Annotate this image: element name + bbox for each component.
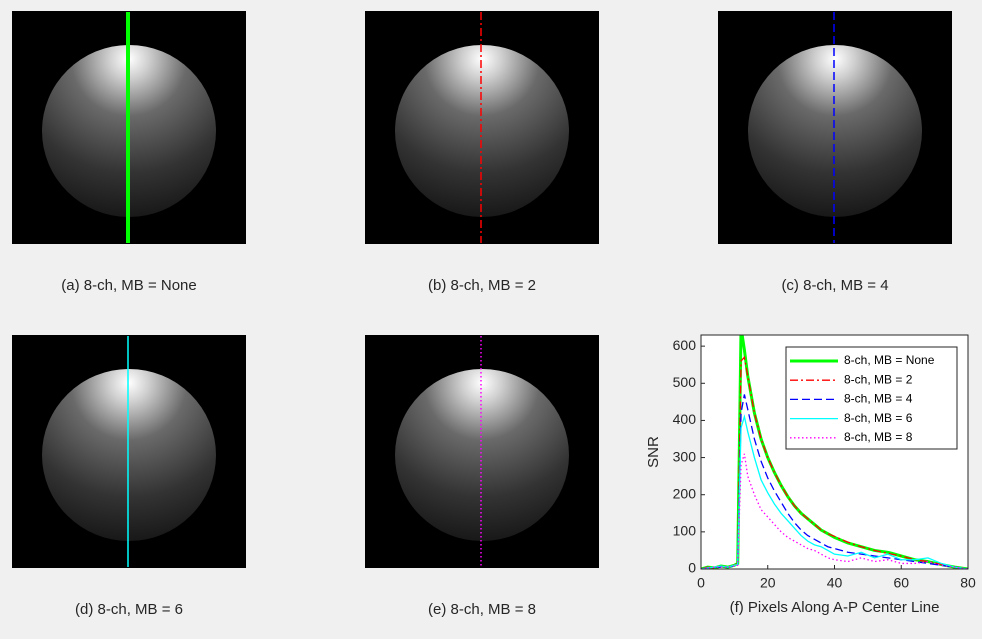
x-tick-label: 0 (697, 575, 705, 591)
phantom (748, 45, 922, 217)
x-tick-label: 80 (960, 575, 976, 591)
phantom (395, 45, 569, 217)
x-tick-label: 20 (760, 575, 776, 591)
phantom (395, 369, 569, 541)
series-line (701, 394, 968, 569)
panel-caption: (a) 8-ch, MB = None (61, 277, 196, 294)
panel-caption: (e) 8-ch, MB = 8 (428, 601, 536, 618)
legend-label: 8-ch, MB = 2 (844, 372, 913, 386)
y-tick-label: 300 (673, 448, 697, 464)
x-tick-label: 60 (893, 575, 909, 591)
panel-caption: (c) 8-ch, MB = 4 (781, 277, 888, 294)
y-tick-label: 200 (673, 485, 697, 501)
panel-caption: (b) 8-ch, MB = 2 (428, 277, 536, 294)
phantom (42, 369, 216, 541)
y-tick-label: 500 (673, 374, 697, 390)
legend-label: 8-ch, MB = 6 (844, 411, 913, 425)
y-tick-label: 600 (673, 337, 697, 353)
legend-label: 8-ch, MB = 4 (844, 392, 913, 406)
y-tick-label: 400 (673, 411, 697, 427)
panel-caption: (d) 8-ch, MB = 6 (75, 601, 183, 618)
x-axis-label: (f) Pixels Along A-P Center Line (730, 599, 940, 616)
plot-lines (701, 335, 968, 569)
y-axis-label: SNR (645, 436, 662, 468)
axes-box (700, 334, 969, 570)
legend-box (785, 346, 958, 450)
legend-label: 8-ch, MB = None (844, 353, 935, 367)
series-line (701, 414, 968, 569)
y-tick-label: 100 (673, 523, 697, 539)
x-tick-label: 40 (827, 575, 843, 591)
y-tick-label: 0 (688, 560, 696, 576)
legend-label: 8-ch, MB = 8 (844, 430, 913, 444)
